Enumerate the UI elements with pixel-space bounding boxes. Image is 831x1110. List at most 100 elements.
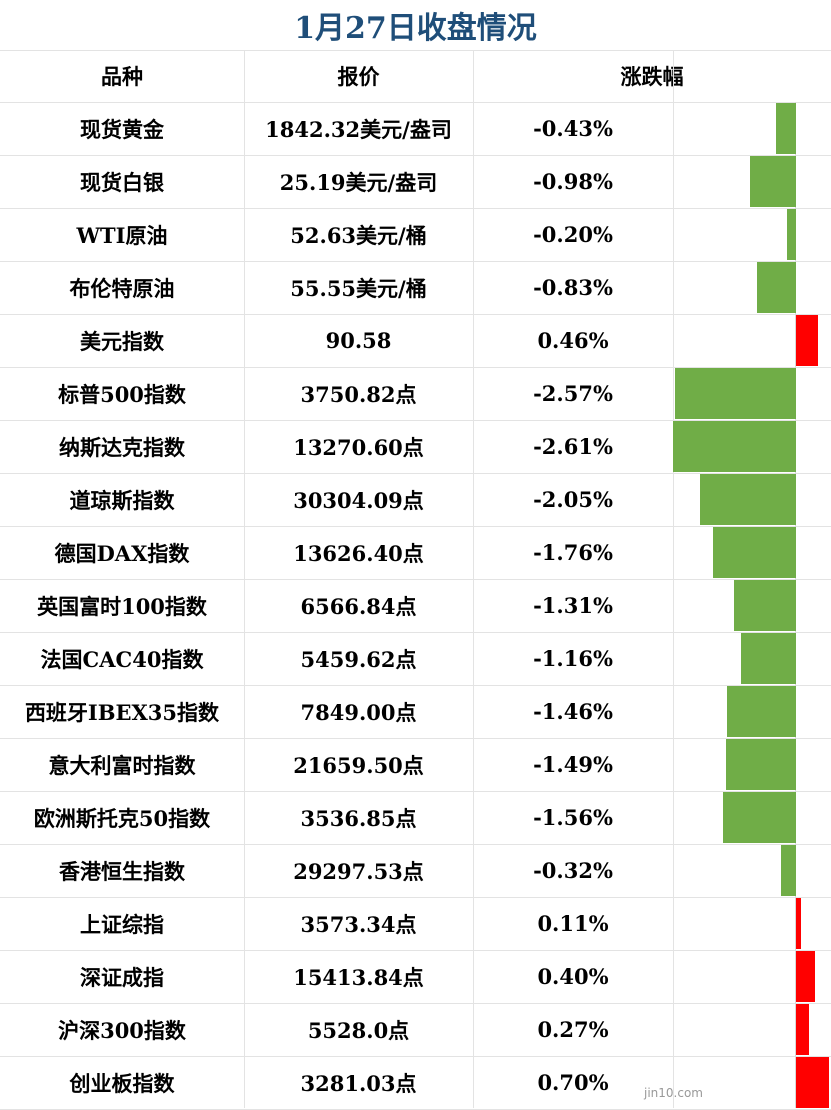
grid-line-horizontal xyxy=(0,685,831,686)
row-change-label: -0.83% xyxy=(533,275,613,300)
row-name: 现货黄金 xyxy=(80,116,164,142)
change-bar xyxy=(713,527,796,578)
row-name: 美元指数 xyxy=(80,328,164,354)
row-change-label: 0.46% xyxy=(537,328,609,353)
row-change-label: -0.32% xyxy=(533,858,613,883)
row-price: 15413.84点 xyxy=(293,964,424,990)
row-change-label: 0.70% xyxy=(537,1070,609,1095)
change-bar xyxy=(749,156,796,207)
table-row: 纳斯达克指数 13270.60点 -2.61% xyxy=(0,420,831,473)
change-bar xyxy=(796,315,818,366)
change-bar xyxy=(725,739,796,790)
change-bar xyxy=(780,845,796,896)
row-change-label: -1.49% xyxy=(533,752,613,777)
grid-line-horizontal xyxy=(0,208,831,209)
change-bar xyxy=(734,580,796,631)
grid-line-horizontal xyxy=(0,261,831,262)
row-name: 创业板指数 xyxy=(69,1070,175,1096)
grid-line-horizontal xyxy=(0,1003,831,1004)
table-row: 英国富时100指数 6566.84点 -1.31% xyxy=(0,579,831,632)
table-row: WTI原油 52.63美元/桶 -0.20% xyxy=(0,208,831,261)
row-name: 沪深300指数 xyxy=(58,1017,186,1043)
table-row: 意大利富时指数 21659.50点 -1.49% xyxy=(0,738,831,791)
row-change-label: -0.98% xyxy=(533,169,613,194)
row-price: 3750.82点 xyxy=(300,381,417,407)
header-name: 品种 xyxy=(101,64,143,89)
grid-line-horizontal xyxy=(0,314,831,315)
table-row: 欧洲斯托克50指数 3536.85点 -1.56% xyxy=(0,791,831,844)
header-change: 涨跌幅 xyxy=(620,64,684,89)
row-change-label: 0.40% xyxy=(537,964,609,989)
grid-line-horizontal xyxy=(0,102,831,103)
header-price: 报价 xyxy=(337,64,380,89)
table-row: 沪深300指数 5528.0点 0.27% xyxy=(0,1003,831,1056)
row-change-label: 0.27% xyxy=(537,1017,609,1042)
grid-line-horizontal xyxy=(0,420,831,421)
row-price: 1842.32美元/盎司 xyxy=(265,116,452,142)
row-name: 德国DAX指数 xyxy=(54,540,190,566)
grid-line-horizontal xyxy=(0,579,831,580)
table-row: 现货黄金 1842.32美元/盎司 -0.43% xyxy=(0,102,831,155)
row-change-label: -0.20% xyxy=(533,222,613,247)
row-name: WTI原油 xyxy=(76,222,168,248)
row-price: 90.58 xyxy=(325,328,392,353)
row-name: 法国CAC40指数 xyxy=(40,646,204,672)
row-name: 英国富时100指数 xyxy=(37,593,207,619)
row-price: 21659.50点 xyxy=(293,752,424,778)
table-row: 法国CAC40指数 5459.62点 -1.16% xyxy=(0,632,831,685)
row-price: 13270.60点 xyxy=(293,434,424,460)
table-row: 上证综指 3573.34点 0.11% xyxy=(0,897,831,950)
table-row: 标普500指数 3750.82点 -2.57% xyxy=(0,367,831,420)
row-price: 7849.00点 xyxy=(300,699,417,725)
change-bar xyxy=(756,262,796,313)
table-header: 品种 报价 涨跌幅 xyxy=(0,50,831,102)
row-name: 深证成指 xyxy=(80,964,164,990)
change-bar xyxy=(796,1057,829,1108)
change-bar xyxy=(675,368,796,419)
row-change-label: -1.76% xyxy=(533,540,613,565)
row-price: 25.19美元/盎司 xyxy=(279,169,438,195)
row-price: 6566.84点 xyxy=(300,593,417,619)
grid-line-horizontal xyxy=(0,738,831,739)
change-bar xyxy=(786,209,796,260)
grid-line-horizontal xyxy=(0,526,831,527)
row-name: 西班牙IBEX35指数 xyxy=(24,699,220,725)
page-title: 1月27日收盘情况 xyxy=(294,11,537,46)
change-bar xyxy=(796,951,815,1002)
grid-line-horizontal xyxy=(0,367,831,368)
row-change-label: -2.61% xyxy=(533,434,613,459)
row-change-label: -1.16% xyxy=(533,646,613,671)
change-bar xyxy=(722,792,796,843)
row-change-label: -0.43% xyxy=(533,116,613,141)
table-row: 香港恒生指数 29297.53点 -0.32% xyxy=(0,844,831,897)
row-name: 香港恒生指数 xyxy=(59,858,185,884)
grid-line-horizontal xyxy=(0,473,831,474)
row-change-label: -2.05% xyxy=(533,487,613,512)
grid-line-horizontal xyxy=(0,1056,831,1057)
row-change-label: -2.57% xyxy=(533,381,613,406)
change-bar xyxy=(796,898,802,949)
table-row: 创业板指数 3281.03点 0.70% xyxy=(0,1056,831,1109)
table-row: 现货白银 25.19美元/盎司 -0.98% xyxy=(0,155,831,208)
grid-line-horizontal xyxy=(0,950,831,951)
row-name: 欧洲斯托克50指数 xyxy=(33,805,211,831)
row-name: 道琼斯指数 xyxy=(69,487,175,513)
table-row: 美元指数 90.58 0.46% xyxy=(0,314,831,367)
table-row: 德国DAX指数 13626.40点 -1.76% xyxy=(0,526,831,579)
grid-line-horizontal xyxy=(0,897,831,898)
watermark: jin10.com xyxy=(644,1086,703,1100)
row-name: 布伦特原油 xyxy=(69,275,175,301)
grid-line-horizontal xyxy=(0,50,831,51)
row-price: 3281.03点 xyxy=(300,1070,417,1096)
change-bar xyxy=(796,1004,809,1055)
table-row: 西班牙IBEX35指数 7849.00点 -1.46% xyxy=(0,685,831,738)
change-bar xyxy=(673,421,796,472)
row-change-label: -1.31% xyxy=(533,593,613,618)
row-price: 30304.09点 xyxy=(293,487,424,513)
grid-line-horizontal xyxy=(0,632,831,633)
row-name: 现货白银 xyxy=(80,169,164,195)
row-change-label: -1.46% xyxy=(533,699,613,724)
row-name: 意大利富时指数 xyxy=(48,752,196,778)
row-name: 标普500指数 xyxy=(58,381,186,407)
row-name: 上证综指 xyxy=(80,911,164,937)
